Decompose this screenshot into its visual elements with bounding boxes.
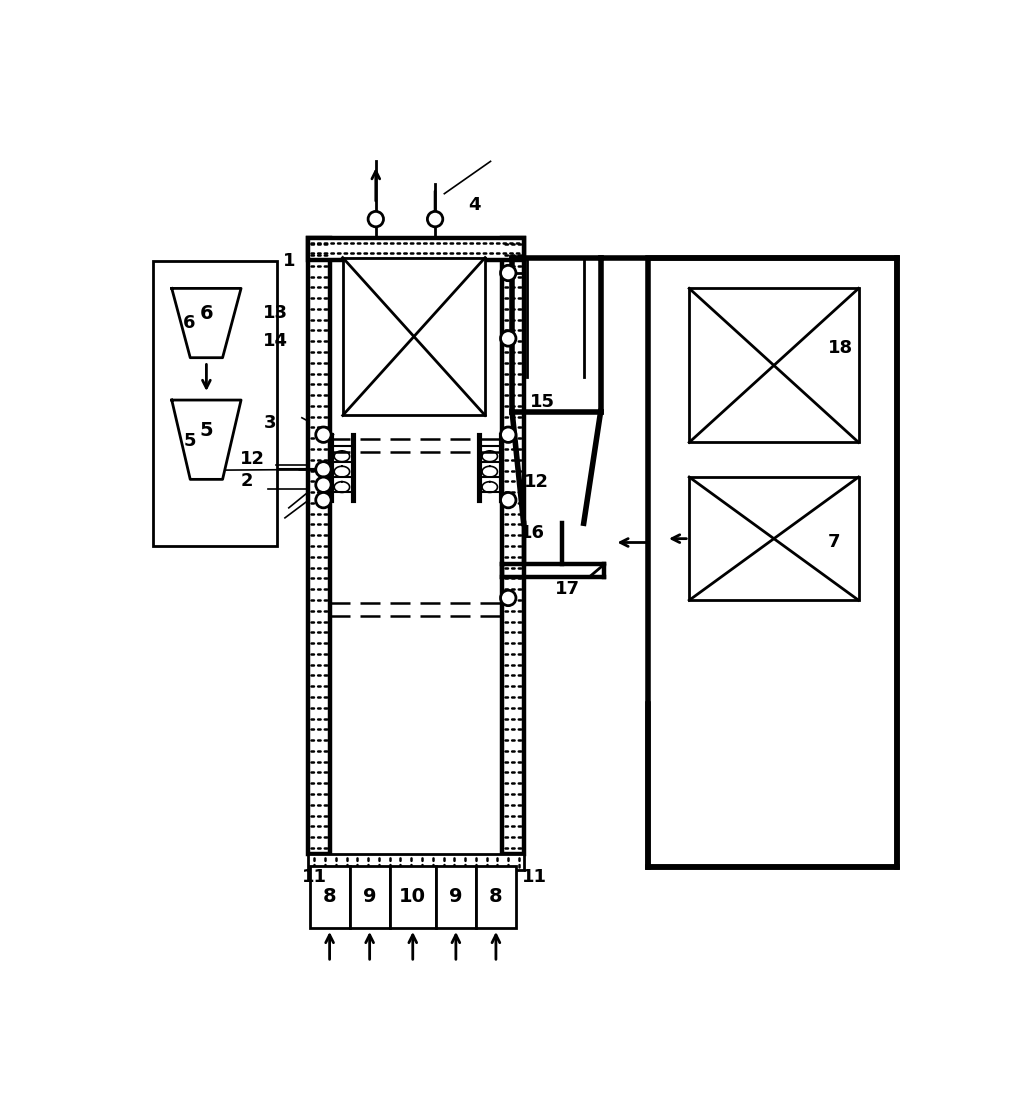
Text: 15: 15 xyxy=(530,393,555,411)
Bar xyxy=(343,258,485,416)
Text: 16: 16 xyxy=(520,524,544,542)
Circle shape xyxy=(315,461,331,477)
Circle shape xyxy=(500,493,516,507)
Bar xyxy=(349,866,389,927)
Circle shape xyxy=(315,427,331,442)
Text: 12: 12 xyxy=(524,474,548,492)
Polygon shape xyxy=(172,400,241,479)
Circle shape xyxy=(500,330,516,346)
Text: 2: 2 xyxy=(240,472,253,489)
Text: 8: 8 xyxy=(489,887,503,906)
Text: 17: 17 xyxy=(555,580,579,598)
Circle shape xyxy=(315,477,331,493)
Text: 14: 14 xyxy=(263,332,289,349)
Text: 10: 10 xyxy=(400,887,426,906)
Text: 5: 5 xyxy=(183,432,196,450)
Bar xyxy=(689,288,859,442)
Text: 18: 18 xyxy=(828,339,852,357)
Text: 9: 9 xyxy=(449,887,462,906)
Text: 6: 6 xyxy=(199,305,214,324)
Bar xyxy=(308,855,524,870)
Bar xyxy=(308,239,524,260)
Text: 1: 1 xyxy=(283,252,296,270)
Text: 11: 11 xyxy=(522,868,547,886)
Text: 3: 3 xyxy=(263,414,276,432)
Circle shape xyxy=(500,427,516,442)
Bar xyxy=(330,260,502,855)
Circle shape xyxy=(315,493,331,507)
Circle shape xyxy=(427,212,443,227)
Bar xyxy=(308,239,330,855)
Bar xyxy=(502,239,524,855)
Text: 4: 4 xyxy=(468,196,481,214)
Text: 12: 12 xyxy=(240,450,265,468)
Bar xyxy=(689,477,859,600)
Polygon shape xyxy=(172,288,241,357)
Text: 9: 9 xyxy=(363,887,376,906)
Text: 7: 7 xyxy=(828,533,840,551)
Bar xyxy=(389,866,435,927)
Circle shape xyxy=(500,590,516,606)
Text: 8: 8 xyxy=(322,887,337,906)
Bar xyxy=(476,866,516,927)
Circle shape xyxy=(500,265,516,281)
Bar xyxy=(152,261,277,547)
Circle shape xyxy=(368,212,383,227)
Text: 5: 5 xyxy=(199,421,214,440)
Bar xyxy=(435,866,476,927)
Text: 11: 11 xyxy=(302,868,327,886)
Bar xyxy=(648,258,898,867)
Bar xyxy=(309,866,349,927)
Text: 6: 6 xyxy=(183,314,196,332)
Text: 13: 13 xyxy=(263,304,289,323)
